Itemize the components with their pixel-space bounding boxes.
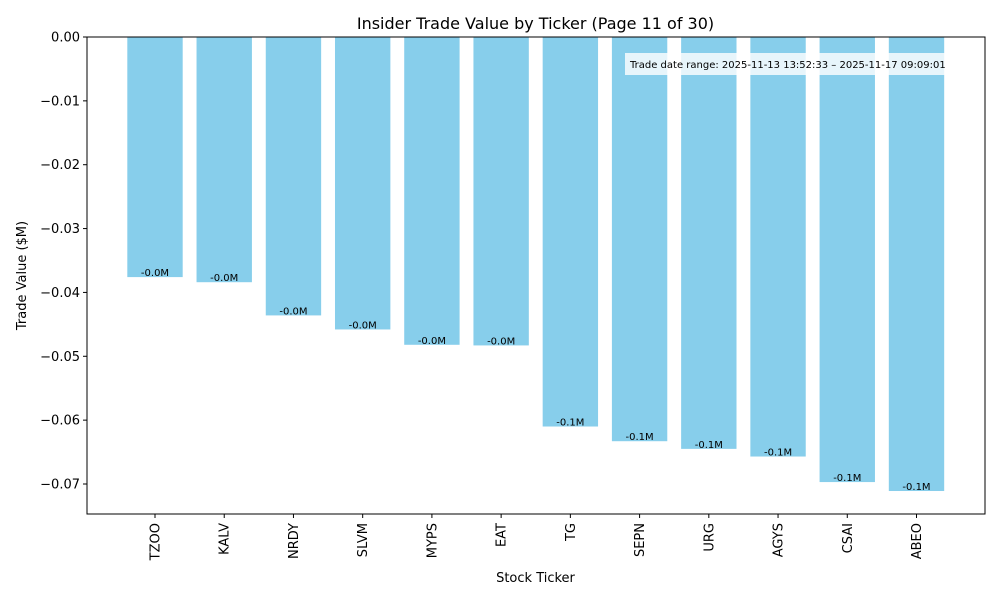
x-tick-label: SLVM [356, 523, 371, 557]
y-tick-label: 0.00 [51, 31, 80, 46]
x-tick-label: AGYS [772, 523, 787, 557]
x-axis: TZOO KALV NRDY SLVM MYPS EAT TG SEPN URG AGYS CSAI… [149, 514, 925, 561]
annotation-box [625, 53, 985, 75]
bar-slvm [334, 37, 391, 330]
data-label-myps: -0.0M [418, 336, 446, 347]
x-tick-label: NRDY [287, 523, 302, 559]
data-label-sepn: -0.1M [626, 432, 654, 443]
x-tick-label: KALV [218, 523, 233, 555]
data-label-nrdy: -0.0M [279, 306, 307, 317]
y-tick-label: −0.06 [40, 414, 80, 429]
data-labels-group: -0.0M -0.0M -0.0M -0.0M -0.0M -0.0M -0.1M -0.1M… [141, 268, 931, 493]
bar-urg [681, 37, 737, 449]
x-tick-label: URG [702, 523, 717, 552]
data-label-kalv: -0.0M [210, 273, 238, 284]
data-label-tg: -0.1M [556, 418, 584, 429]
y-axis: 0.00 −0.01 −0.02 −0.03 −0.04 −0.05 −0.06 −0.07 [40, 31, 87, 492]
data-label-tzoo: -0.0M [141, 268, 169, 279]
y-tick-label: −0.04 [40, 286, 80, 301]
bar-myps [404, 37, 460, 345]
data-label-agys: -0.1M [764, 448, 792, 459]
x-tick-label: EAT [495, 523, 510, 547]
x-tick-label: MYPS [425, 523, 440, 558]
x-tick-label: SEPN [633, 523, 648, 557]
data-label-abeo: -0.1M [902, 482, 930, 493]
y-tick-label: −0.03 [40, 222, 80, 237]
data-label-csai: -0.1M [833, 473, 861, 484]
bar-eat [473, 37, 529, 346]
bar-nrdy [265, 37, 322, 316]
bars-group [127, 37, 945, 492]
chart-title: Insider Trade Value by Ticker (Page 11 o… [357, 14, 714, 33]
x-tick-label: CSAI [841, 523, 856, 553]
y-tick-label: −0.02 [40, 158, 80, 173]
date-range-annotation: Trade date range: 2025-11-13 13:52:33 – … [625, 53, 985, 75]
y-axis-label: Trade Value ($M) [15, 221, 30, 331]
x-tick-label: ABEO [910, 523, 925, 559]
bar-tg [542, 37, 599, 427]
annotation-text: Trade date range: 2025-11-13 13:52:33 – … [629, 60, 946, 71]
y-tick-label: −0.01 [40, 94, 80, 109]
x-tick-label: TZOO [149, 523, 164, 561]
y-tick-label: −0.05 [40, 350, 80, 365]
data-label-eat: -0.0M [487, 336, 515, 347]
bar-csai [819, 37, 875, 483]
bar-kalv [196, 37, 252, 283]
bar-tzoo [127, 37, 183, 278]
bar-abeo [888, 37, 945, 492]
data-label-urg: -0.1M [695, 440, 723, 451]
axes-frame [86, 36, 986, 515]
data-label-slvm: -0.0M [349, 320, 377, 331]
x-axis-label: Stock Ticker [496, 571, 575, 586]
bar-agys [750, 37, 806, 457]
y-tick-label: −0.07 [40, 477, 80, 492]
x-tick-label: TG [564, 523, 579, 542]
bar-sepn [611, 37, 668, 442]
